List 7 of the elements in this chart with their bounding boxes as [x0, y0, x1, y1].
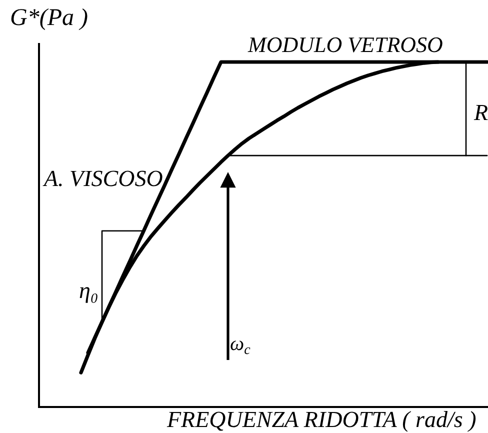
annotation: R [473, 100, 488, 125]
text: MODULO VETROSO [247, 32, 444, 57]
x-axis-title: FREQUENZA RIDOTTA ( rad/s ) [166, 407, 476, 432]
y-axis-title: G*(Pa ) [10, 5, 88, 31]
annotation: η₀ [79, 278, 98, 303]
annotation: ω$_{c}$ [230, 333, 252, 358]
annotation: A. VISCOSO [42, 166, 164, 191]
